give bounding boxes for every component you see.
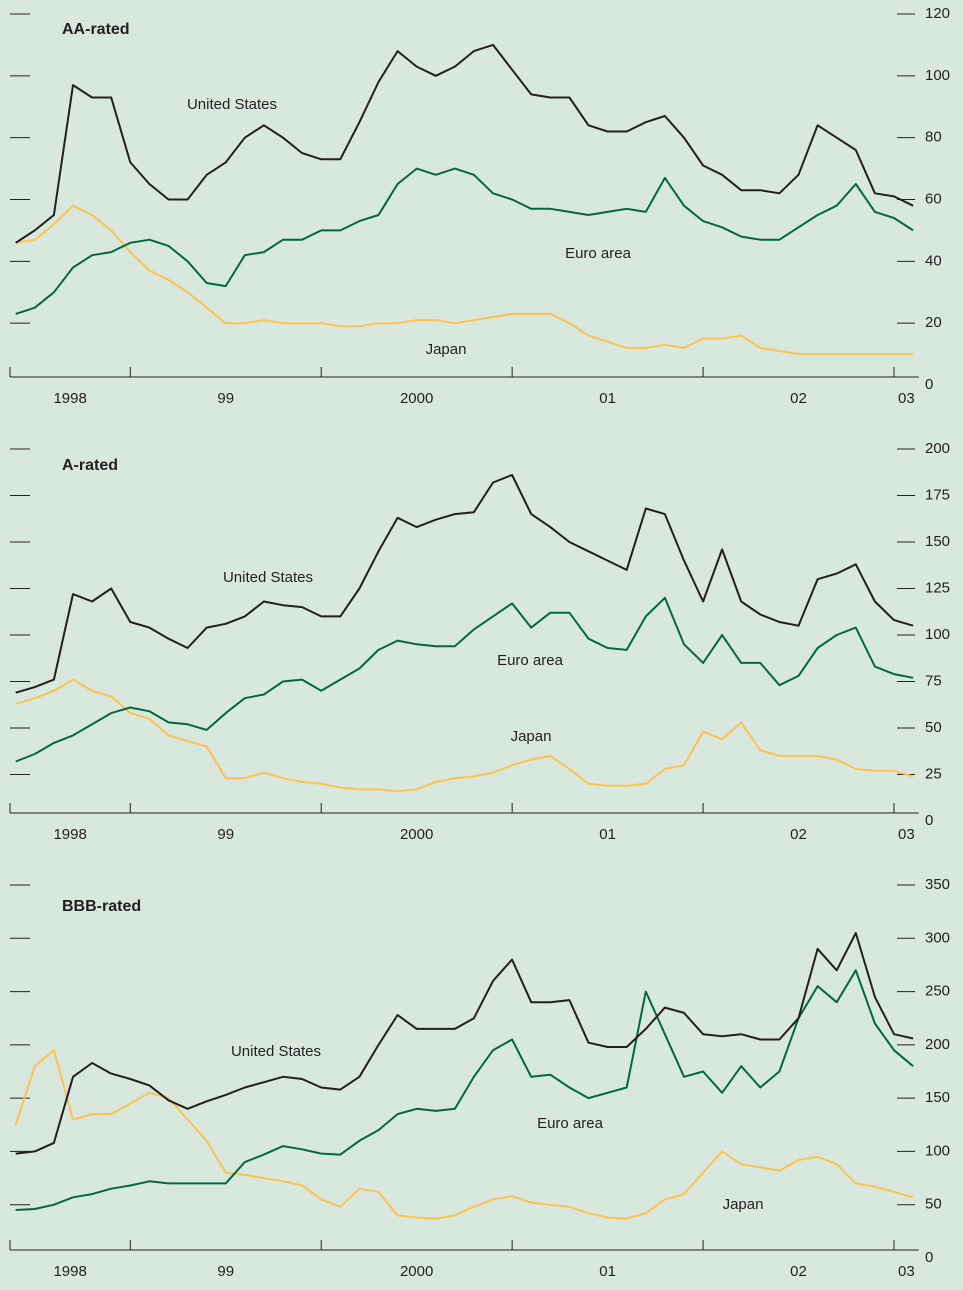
series-label: United States [187, 96, 277, 113]
y-tick-label: 100 [925, 1142, 950, 1159]
y-tick-label: 150 [925, 1089, 950, 1106]
series-label: Euro area [565, 245, 632, 262]
y-tick-label: 25 [925, 765, 942, 782]
y-tick-label: 125 [925, 579, 950, 596]
series-label: United States [231, 1043, 321, 1060]
series-line [15, 678, 914, 793]
x-tick-label: 99 [217, 1263, 234, 1280]
series-label: Japan [426, 341, 467, 358]
series-label: United States [223, 569, 313, 586]
y-tick-label: 250 [925, 983, 950, 1000]
x-tick-label: 99 [217, 826, 234, 843]
series-label: Japan [511, 728, 552, 745]
y-tick-label: 50 [925, 1196, 942, 1213]
series-line [15, 932, 914, 1155]
chart-title: AA-rated [62, 21, 130, 38]
y-tick-label: 100 [925, 626, 950, 643]
y-tick-label: 175 [925, 486, 950, 503]
y-tick-label: 300 [925, 929, 950, 946]
series-line [15, 474, 914, 694]
x-tick-label: 01 [599, 1263, 616, 1280]
y-tick-label: 80 [925, 129, 942, 146]
y-tick-label: 0 [925, 376, 933, 393]
y-tick-label: 60 [925, 190, 942, 207]
y-tick-label: 100 [925, 67, 950, 84]
y-tick-label: 20 [925, 314, 942, 331]
x-tick-label: 1998 [53, 826, 86, 843]
y-tick-label: 120 [925, 5, 950, 22]
series-line [14, 1049, 914, 1220]
x-tick-label: 99 [217, 390, 234, 407]
x-tick-label: 1998 [53, 1263, 86, 1280]
y-tick-label: 200 [925, 440, 950, 457]
series-line [15, 167, 914, 315]
chart-title: BBB-rated [62, 898, 141, 915]
y-tick-label: 350 [925, 876, 950, 893]
x-tick-label: 02 [790, 390, 807, 407]
y-tick-label: 75 [925, 672, 942, 689]
series-label: Euro area [497, 652, 564, 669]
series-line [15, 43, 914, 244]
series-label: Euro area [537, 1115, 604, 1132]
x-tick-label: 01 [599, 826, 616, 843]
y-tick-label: 150 [925, 533, 950, 550]
x-tick-label: 2000 [400, 826, 433, 843]
x-tick-label: 02 [790, 1263, 807, 1280]
series-line [15, 969, 914, 1211]
x-tick-label: 2000 [400, 390, 433, 407]
x-tick-label: 03 [898, 826, 915, 843]
x-tick-label: 2000 [400, 1263, 433, 1280]
y-tick-label: 0 [925, 1249, 933, 1266]
x-tick-label: 03 [898, 1263, 915, 1280]
x-tick-label: 03 [898, 390, 915, 407]
series-line [15, 204, 914, 356]
y-tick-label: 50 [925, 719, 942, 736]
series-line [15, 596, 914, 763]
series-label: Japan [723, 1196, 764, 1213]
y-tick-label: 200 [925, 1036, 950, 1053]
y-tick-label: 0 [925, 812, 933, 829]
x-tick-label: 02 [790, 826, 807, 843]
chart-title: A-rated [62, 457, 118, 474]
x-tick-label: 1998 [53, 390, 86, 407]
x-tick-label: 01 [599, 390, 616, 407]
y-tick-label: 40 [925, 252, 942, 269]
